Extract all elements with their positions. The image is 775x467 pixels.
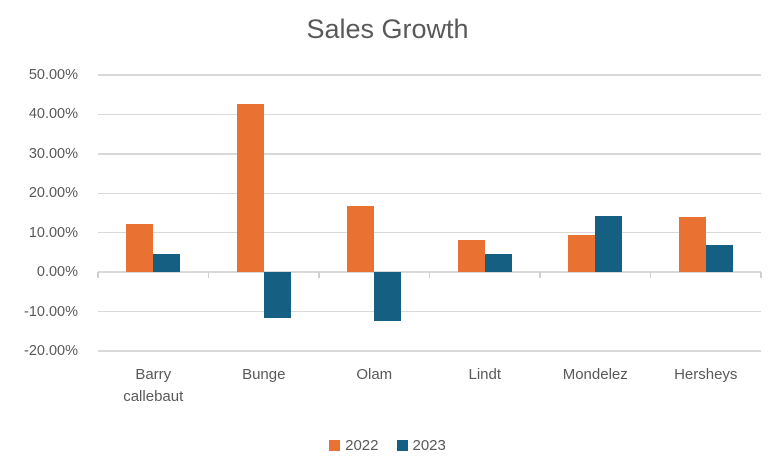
x-axis-label-bunge: Bunge [242,366,286,383]
bar-2023-mondelez [595,216,623,273]
x-axis-label-hersheys: Hersheys [674,366,738,383]
bar-2022-olam [347,205,375,273]
bar-2022-hersheys [678,216,706,273]
y-axis-label-40: 40.00% [28,106,78,123]
gridline-50 [98,74,761,76]
y-axis-label-50: 50.00% [28,67,78,83]
bar-2022-mondelez [568,234,596,273]
gridline-40 [98,113,761,116]
gridline-10 [98,231,761,234]
x-axis-tick [649,272,652,279]
x-axis-label-lindt: Lindt [468,366,502,383]
x-axis-tick [318,272,320,279]
y-axis-label--10: -10.00% [23,303,78,320]
legend-swatch-2022 [329,440,341,451]
plot-area [97,74,762,352]
bar-2023-lindt [484,254,512,273]
legend-label-2023: 2023 [412,437,446,454]
gridline--10 [98,310,761,313]
y-axis-label-10: 10.00% [28,224,78,241]
bar-2023-barry-callebaut [153,254,181,273]
x-axis-label-barry-callebaut: Barry callebaut [123,366,184,405]
x-axis-label-mondelez: Mondelez [562,366,628,383]
x-axis-label-olam: Olam [356,366,393,383]
legend: 2022 2023 [0,437,775,454]
legend-label-2022: 2022 [345,437,379,454]
x-axis-tick [760,272,762,279]
bar-2022-barry-callebaut [126,224,154,273]
legend-item-2022: 2022 [329,437,379,454]
legend-swatch-2023 [396,440,408,451]
y-axis-label-20: 20.00% [28,185,78,202]
x-axis-tick [539,272,541,279]
x-axis-tick [207,272,210,279]
bar-2023-hersheys [705,244,733,273]
gridline-20 [98,192,761,195]
bar-2022-lindt [457,239,485,273]
y-axis-label-30: 30.00% [28,145,78,162]
chart-title: Sales Growth [306,14,469,44]
y-axis-label--20: -20.00% [23,343,78,359]
x-axis-tick [97,272,99,279]
legend-item-2023: 2023 [396,437,446,454]
bar-2023-bunge [263,272,291,319]
y-axis-label-0: 0.00% [36,264,78,281]
bar-2023-olam [374,272,402,321]
gridline-30 [98,153,761,155]
bar-2022-bunge [236,103,264,273]
gridline--20 [98,350,761,352]
x-axis-tick [428,272,431,279]
